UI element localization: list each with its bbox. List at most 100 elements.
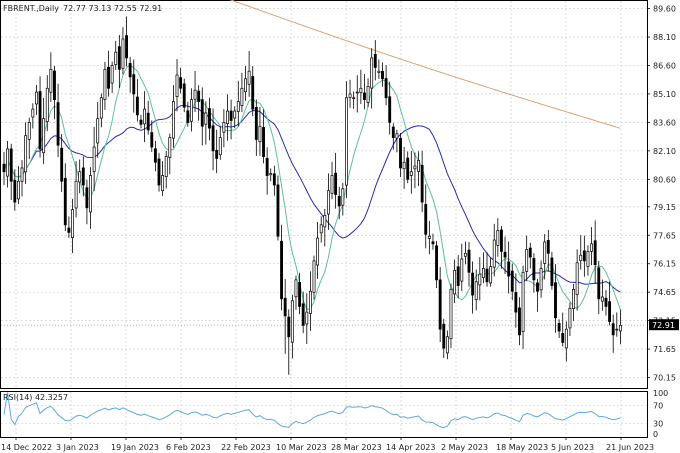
candle-body-down [467, 249, 471, 273]
candle-body-up [27, 122, 31, 140]
candle-body-up [16, 180, 20, 200]
candle-body-down [179, 77, 183, 89]
candle-body-up [20, 167, 24, 182]
candle [236, 80, 240, 127]
rsi-layer [3, 392, 621, 429]
candle [153, 140, 157, 172]
candle [345, 81, 348, 198]
candle [348, 79, 352, 108]
candle [355, 75, 359, 113]
candle [445, 330, 449, 360]
rsi-level-label: 70 [653, 402, 663, 411]
candle-body-down [373, 53, 377, 68]
candle [222, 109, 226, 148]
candle-body-up [193, 89, 197, 100]
candle-body-up [326, 190, 330, 215]
candle-body-down [211, 125, 215, 152]
candle-body-down [254, 106, 258, 140]
candle [42, 97, 46, 165]
candle [391, 123, 395, 150]
candle [543, 234, 547, 280]
candle [56, 83, 60, 158]
candle-body-down [510, 270, 514, 292]
candle [449, 283, 453, 349]
candle-body-up [49, 68, 53, 93]
candle-body-up [247, 70, 251, 85]
candle [60, 134, 64, 192]
candle-body-up [453, 270, 457, 295]
candle-body-up [103, 68, 107, 100]
candle [600, 279, 604, 311]
candle-body-down [125, 35, 128, 59]
candle-body-up [74, 180, 78, 209]
candle-body-up [352, 97, 356, 100]
candle-body-down [38, 91, 42, 150]
candle [467, 241, 471, 287]
candle [363, 74, 366, 110]
candle [471, 261, 475, 314]
candle [269, 168, 273, 182]
candle [53, 65, 56, 120]
candle [337, 186, 341, 220]
candle [550, 251, 554, 290]
price-tick-label: 71.65 [653, 345, 676, 354]
candle-body-up [305, 311, 309, 325]
candle-body-down [107, 66, 110, 89]
candle-body-up [474, 281, 478, 300]
candle [564, 321, 568, 362]
candle-body-up [96, 118, 100, 144]
candle-body-up [575, 262, 579, 296]
candle [197, 85, 201, 121]
candle-body-up [525, 249, 529, 272]
candle [24, 122, 28, 184]
candle [301, 291, 305, 334]
candle [496, 218, 500, 257]
candle-body-up [78, 171, 82, 183]
candle-body-down [582, 250, 586, 262]
candle [16, 166, 20, 204]
candle-body-up [449, 289, 453, 340]
candle-body-down [229, 110, 233, 121]
date-tick-label: 14 Dec 2022 [1, 443, 52, 452]
candle [35, 85, 38, 115]
candle-body-up [590, 243, 593, 252]
candle-body-down [435, 245, 438, 281]
candle [503, 236, 507, 274]
candle [518, 297, 521, 346]
candle-body-down [63, 177, 67, 226]
candle [272, 165, 276, 196]
candle [366, 78, 370, 108]
candle-body-down [215, 150, 219, 159]
candle [323, 208, 327, 247]
candle [240, 72, 244, 113]
candle [31, 103, 35, 129]
candle [150, 120, 154, 152]
candle-body-down [381, 71, 384, 80]
candle [146, 100, 150, 135]
candle-body-up [478, 273, 482, 286]
candle-layer [2, 16, 622, 375]
date-tick-label: 28 Mar 2023 [331, 443, 382, 452]
candle-body-down [186, 110, 190, 123]
candle [132, 59, 136, 113]
candle-body-down [150, 132, 154, 148]
candle-body-down [53, 70, 56, 100]
candle [528, 242, 532, 269]
candle [399, 133, 402, 177]
date-tick-label: 18 May 2023 [496, 443, 548, 452]
candle [413, 152, 417, 189]
candle-body-down [406, 157, 410, 180]
candle-body-up [489, 266, 493, 284]
candle-body-down [200, 99, 204, 127]
candle [500, 225, 503, 269]
candle [334, 152, 338, 209]
candle [373, 40, 377, 81]
price-tick-label: 80.60 [653, 175, 676, 184]
candle-body-up [355, 91, 359, 94]
candle-body-up [323, 215, 327, 228]
candle-body-down [276, 184, 280, 237]
candle-body-up [345, 97, 348, 186]
candle [597, 260, 601, 315]
candle-body-up [460, 258, 464, 282]
